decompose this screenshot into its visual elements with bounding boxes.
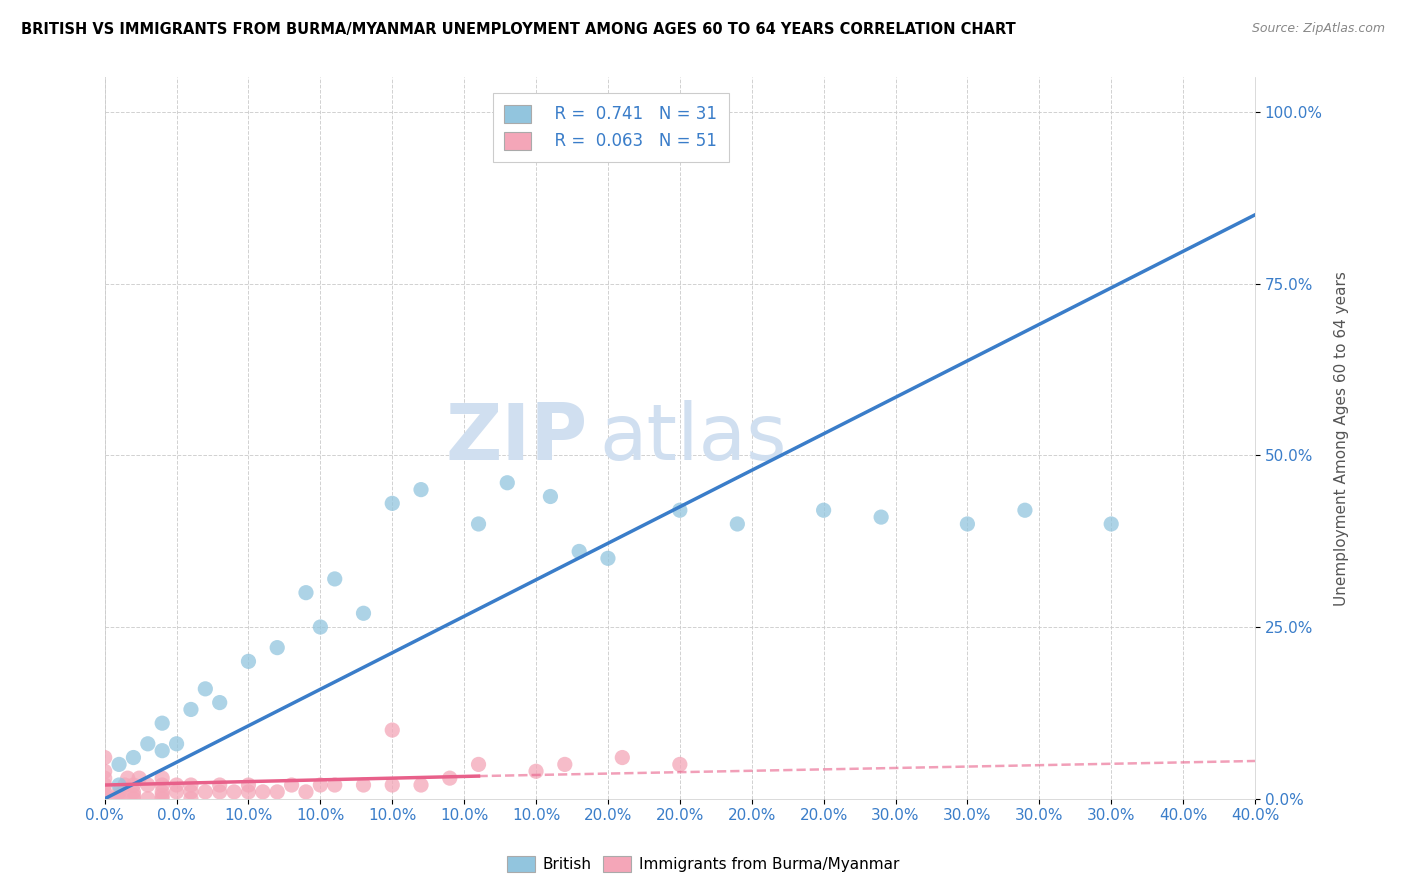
Point bbox=[128, 771, 150, 785]
Point bbox=[323, 778, 346, 792]
Point bbox=[150, 778, 173, 792]
Point bbox=[122, 750, 145, 764]
Point bbox=[381, 723, 404, 737]
Point bbox=[956, 516, 979, 531]
Point bbox=[93, 778, 115, 792]
Point bbox=[409, 778, 432, 792]
Text: atlas: atlas bbox=[599, 401, 787, 476]
Point bbox=[108, 757, 131, 772]
Point bbox=[813, 503, 835, 517]
Point bbox=[108, 785, 131, 799]
Point bbox=[596, 551, 619, 566]
Point bbox=[150, 716, 173, 731]
Text: BRITISH VS IMMIGRANTS FROM BURMA/MYANMAR UNEMPLOYMENT AMONG AGES 60 TO 64 YEARS : BRITISH VS IMMIGRANTS FROM BURMA/MYANMAR… bbox=[21, 22, 1017, 37]
Point bbox=[222, 785, 245, 799]
Point bbox=[136, 791, 159, 805]
Point bbox=[108, 791, 131, 805]
Point bbox=[166, 785, 188, 799]
Point bbox=[93, 764, 115, 779]
Point bbox=[295, 585, 318, 599]
Point bbox=[295, 785, 318, 799]
Point bbox=[180, 778, 202, 792]
Point bbox=[725, 516, 748, 531]
Point bbox=[208, 696, 231, 710]
Point bbox=[353, 778, 375, 792]
Point bbox=[439, 771, 461, 785]
Point bbox=[238, 654, 260, 668]
Point bbox=[122, 791, 145, 805]
Point bbox=[669, 757, 692, 772]
Point bbox=[166, 737, 188, 751]
Point bbox=[353, 607, 375, 621]
Text: Source: ZipAtlas.com: Source: ZipAtlas.com bbox=[1251, 22, 1385, 36]
Point bbox=[266, 785, 288, 799]
Point bbox=[467, 516, 489, 531]
Point bbox=[180, 785, 202, 799]
Point bbox=[409, 483, 432, 497]
Point bbox=[252, 785, 274, 799]
Point bbox=[136, 737, 159, 751]
Point bbox=[93, 750, 115, 764]
Point bbox=[150, 785, 173, 799]
Point bbox=[93, 789, 115, 803]
Point bbox=[524, 764, 547, 779]
Point bbox=[122, 789, 145, 803]
Point bbox=[238, 785, 260, 799]
Point bbox=[496, 475, 519, 490]
Point bbox=[208, 778, 231, 792]
Point bbox=[122, 785, 145, 799]
Point bbox=[93, 785, 115, 799]
Legend: British, Immigrants from Burma/Myanmar: British, Immigrants from Burma/Myanmar bbox=[499, 848, 907, 880]
Point bbox=[117, 771, 139, 785]
Point bbox=[538, 490, 561, 504]
Point bbox=[122, 778, 145, 792]
Point bbox=[323, 572, 346, 586]
Point bbox=[381, 496, 404, 510]
Point bbox=[280, 778, 302, 792]
Point bbox=[93, 771, 115, 785]
Point bbox=[309, 778, 332, 792]
Point bbox=[554, 757, 576, 772]
Point bbox=[669, 503, 692, 517]
Point bbox=[208, 785, 231, 799]
Point bbox=[150, 791, 173, 805]
Point bbox=[166, 778, 188, 792]
Point bbox=[309, 620, 332, 634]
Point bbox=[1014, 503, 1036, 517]
Point bbox=[381, 778, 404, 792]
Point bbox=[180, 702, 202, 716]
Point bbox=[108, 778, 131, 792]
Point bbox=[180, 791, 202, 805]
Y-axis label: Unemployment Among Ages 60 to 64 years: Unemployment Among Ages 60 to 64 years bbox=[1334, 270, 1348, 606]
Point bbox=[114, 778, 136, 792]
Point bbox=[108, 789, 131, 803]
Point bbox=[238, 778, 260, 792]
Point bbox=[150, 771, 173, 785]
Point bbox=[150, 744, 173, 758]
Point bbox=[136, 778, 159, 792]
Point bbox=[1099, 516, 1122, 531]
Point bbox=[266, 640, 288, 655]
Point bbox=[612, 750, 634, 764]
Legend:   R =  0.741   N = 31,   R =  0.063   N = 51: R = 0.741 N = 31, R = 0.063 N = 51 bbox=[492, 93, 728, 162]
Point bbox=[194, 681, 217, 696]
Point bbox=[467, 757, 489, 772]
Point bbox=[150, 789, 173, 803]
Point bbox=[870, 510, 893, 524]
Point bbox=[93, 791, 115, 805]
Point bbox=[568, 544, 591, 558]
Text: ZIP: ZIP bbox=[446, 401, 588, 476]
Point bbox=[194, 785, 217, 799]
